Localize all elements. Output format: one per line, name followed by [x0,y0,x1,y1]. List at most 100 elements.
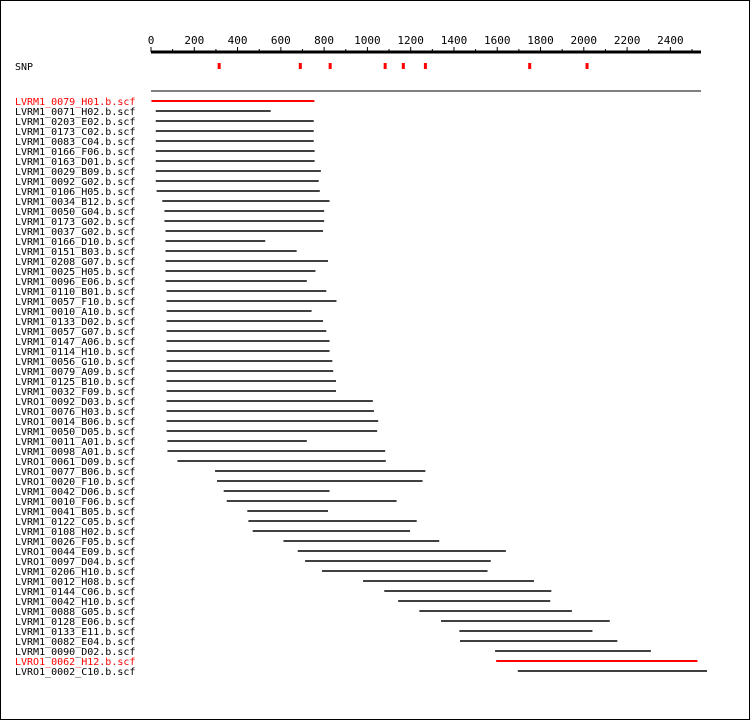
read-row[interactable]: LVRM1_0203_E02.b.scf [15,117,314,128]
read-name[interactable]: LVRM1_0029_B09.b.scf [15,167,135,178]
read-row[interactable]: LVRM1_0090_D02.b.scf [15,647,651,658]
read-row[interactable]: LVRM1_0098_A01.b.scf [15,447,386,458]
read-name[interactable]: LVRM1_0133_E11.b.scf [15,627,135,638]
read-name[interactable]: LVRO1_0044_E09.b.scf [15,547,135,558]
snp-marker[interactable] [298,63,302,69]
read-row[interactable]: LVRO1_0062_H12.b.scf [15,657,698,668]
read-row[interactable]: LVRM1_0050_D05.b.scf [15,427,378,438]
read-name[interactable]: LVRM1_0083_C04.b.scf [15,137,135,148]
read-name[interactable]: LVRM1_0114_H10.b.scf [15,347,135,358]
read-name[interactable]: LVRM1_0125_B10.b.scf [15,377,135,388]
read-name[interactable]: LVRM1_0037_G02.b.scf [15,227,135,238]
read-row[interactable]: LVRM1_0133_E11.b.scf [15,627,593,638]
read-name[interactable]: LVRM1_0166_F06.b.scf [15,147,135,158]
read-row[interactable]: LVRM1_0042_H10.b.scf [15,597,551,608]
read-name[interactable]: LVRM1_0110_B01.b.scf [15,287,135,298]
read-row[interactable]: LVRM1_0144_C06.b.scf [15,587,552,598]
read-row[interactable]: LVRM1_0147_A06.b.scf [15,337,330,348]
read-row[interactable]: LVRO1_0020_F10.b.scf [15,477,423,488]
read-row[interactable]: LVRM1_0163_D01.b.scf [15,157,315,168]
read-name[interactable]: LVRM1_0098_A01.b.scf [15,447,135,458]
read-row[interactable]: LVRM1_0011_A01.b.scf [15,437,307,448]
read-name[interactable]: LVRM1_0026_F05.b.scf [15,537,135,548]
read-row[interactable]: LVRM1_0173_C02.b.scf [15,127,314,138]
read-name[interactable]: LVRM1_0042_H10.b.scf [15,597,135,608]
read-name[interactable]: LVRM1_0079_H01.b.scf [15,97,135,108]
read-row[interactable]: LVRM1_0034_B12.b.scf [15,197,330,208]
read-name[interactable]: LVRM1_0144_C06.b.scf [15,587,135,598]
read-row[interactable]: LVRO1_0076_H03.b.scf [15,407,374,418]
read-row[interactable]: LVRM1_0029_B09.b.scf [15,167,321,178]
read-row[interactable]: LVRM1_0056_G10.b.scf [15,357,333,368]
read-name[interactable]: LVRM1_0090_D02.b.scf [15,647,135,658]
read-name[interactable]: LVRM1_0163_D01.b.scf [15,157,135,168]
read-row[interactable]: LVRM1_0166_D10.b.scf [15,237,266,248]
read-name[interactable]: LVRM1_0128_E06.b.scf [15,617,135,628]
read-row[interactable]: LVRM1_0079_A09.b.scf [15,367,334,378]
read-row[interactable]: LVRM1_0128_E06.b.scf [15,617,610,628]
read-row[interactable]: LVRM1_0133_D02.b.scf [15,317,324,328]
read-name[interactable]: LVRM1_0025_H05.b.scf [15,267,135,278]
read-row[interactable]: LVRO1_0077_B06.b.scf [15,467,426,478]
read-name[interactable]: LVRO1_0020_F10.b.scf [15,477,135,488]
read-name[interactable]: LVRM1_0011_A01.b.scf [15,437,135,448]
read-row[interactable]: LVRM1_0037_G02.b.scf [15,227,324,238]
read-name[interactable]: LVRM1_0147_A06.b.scf [15,337,135,348]
read-row[interactable]: LVRM1_0082_E04.b.scf [15,637,618,648]
read-row[interactable]: LVRM1_0025_H05.b.scf [15,267,316,278]
read-name[interactable]: LVRM1_0042_D06.b.scf [15,487,135,498]
read-name[interactable]: LVRM1_0092_G02.b.scf [15,177,135,188]
read-row[interactable]: LVRM1_0206_H10.b.scf [15,567,488,578]
read-name[interactable]: LVRM1_0010_A10.b.scf [15,307,135,318]
read-name[interactable]: LVRM1_0032_F09.b.scf [15,387,135,398]
read-row[interactable]: LVRM1_0208_G07.b.scf [15,257,329,268]
read-name[interactable]: LVRM1_0173_C02.b.scf [15,127,135,138]
read-row[interactable]: LVRM1_0032_F09.b.scf [15,387,337,398]
read-name[interactable]: LVRO1_0092_D03.b.scf [15,397,135,408]
read-name[interactable]: LVRM1_0151_B03.b.scf [15,247,135,258]
snp-marker[interactable] [401,63,405,69]
read-name[interactable]: LVRM1_0122_C05.b.scf [15,517,135,528]
read-row[interactable]: LVRO1_0097_D04.b.scf [15,557,491,568]
read-name[interactable]: LVRM1_0208_G07.b.scf [15,257,135,268]
read-row[interactable]: LVRM1_0079_H01.b.scf [15,97,315,108]
read-name[interactable]: LVRM1_0206_H10.b.scf [15,567,135,578]
read-row[interactable]: LVRM1_0010_A10.b.scf [15,307,312,318]
read-row[interactable]: LVRO1_0014_B06.b.scf [15,417,379,428]
read-name[interactable]: LVRM1_0079_A09.b.scf [15,367,135,378]
read-row[interactable]: LVRM1_0042_D06.b.scf [15,487,330,498]
read-row[interactable]: LVRO1_0061_D09.b.scf [15,457,386,468]
read-row[interactable]: LVRM1_0010_F06.b.scf [15,497,397,508]
snp-marker[interactable] [528,63,532,69]
read-name[interactable]: LVRM1_0041_B05.b.scf [15,507,135,518]
read-row[interactable]: LVRM1_0088_G05.b.scf [15,607,572,618]
read-row[interactable]: LVRM1_0092_G02.b.scf [15,177,319,188]
read-row[interactable]: LVRM1_0106_H05.b.scf [15,187,320,198]
read-name[interactable]: LVRO1_0077_B06.b.scf [15,467,135,478]
read-row[interactable]: LVRM1_0114_H10.b.scf [15,347,330,358]
read-name[interactable]: LVRO1_0002_C10.b.scf [15,667,135,678]
read-name[interactable]: LVRM1_0088_G05.b.scf [15,607,135,618]
read-name[interactable]: LVRO1_0014_B06.b.scf [15,417,135,428]
read-row[interactable]: LVRM1_0057_G07.b.scf [15,327,327,338]
read-name[interactable]: LVRM1_0010_F06.b.scf [15,497,135,508]
snp-marker[interactable] [423,63,427,69]
read-name[interactable]: LVRM1_0057_F10.b.scf [15,297,135,308]
read-name[interactable]: LVRM1_0071_H02.b.scf [15,107,135,118]
read-row[interactable]: LVRM1_0110_B01.b.scf [15,287,327,298]
read-name[interactable]: LVRM1_0050_G04.b.scf [15,207,135,218]
read-row[interactable]: LVRO1_0002_C10.b.scf [15,667,707,678]
read-row[interactable]: LVRM1_0151_B03.b.scf [15,247,297,258]
read-name[interactable]: LVRM1_0173_G02.b.scf [15,217,135,228]
read-row[interactable]: LVRM1_0173_G02.b.scf [15,217,325,228]
snp-marker[interactable] [383,63,387,69]
read-row[interactable]: LVRM1_0108_H02.b.scf [15,527,411,538]
read-name[interactable]: LVRM1_0096_E06.b.scf [15,277,135,288]
read-name[interactable]: LVRM1_0057_G07.b.scf [15,327,135,338]
read-row[interactable]: LVRM1_0050_G04.b.scf [15,207,325,218]
snp-marker[interactable] [217,63,221,69]
read-row[interactable]: LVRM1_0057_F10.b.scf [15,297,337,308]
read-row[interactable]: LVRM1_0012_H08.b.scf [15,577,535,588]
read-row[interactable]: LVRM1_0041_B05.b.scf [15,507,329,518]
read-name[interactable]: LVRO1_0061_D09.b.scf [15,457,135,468]
